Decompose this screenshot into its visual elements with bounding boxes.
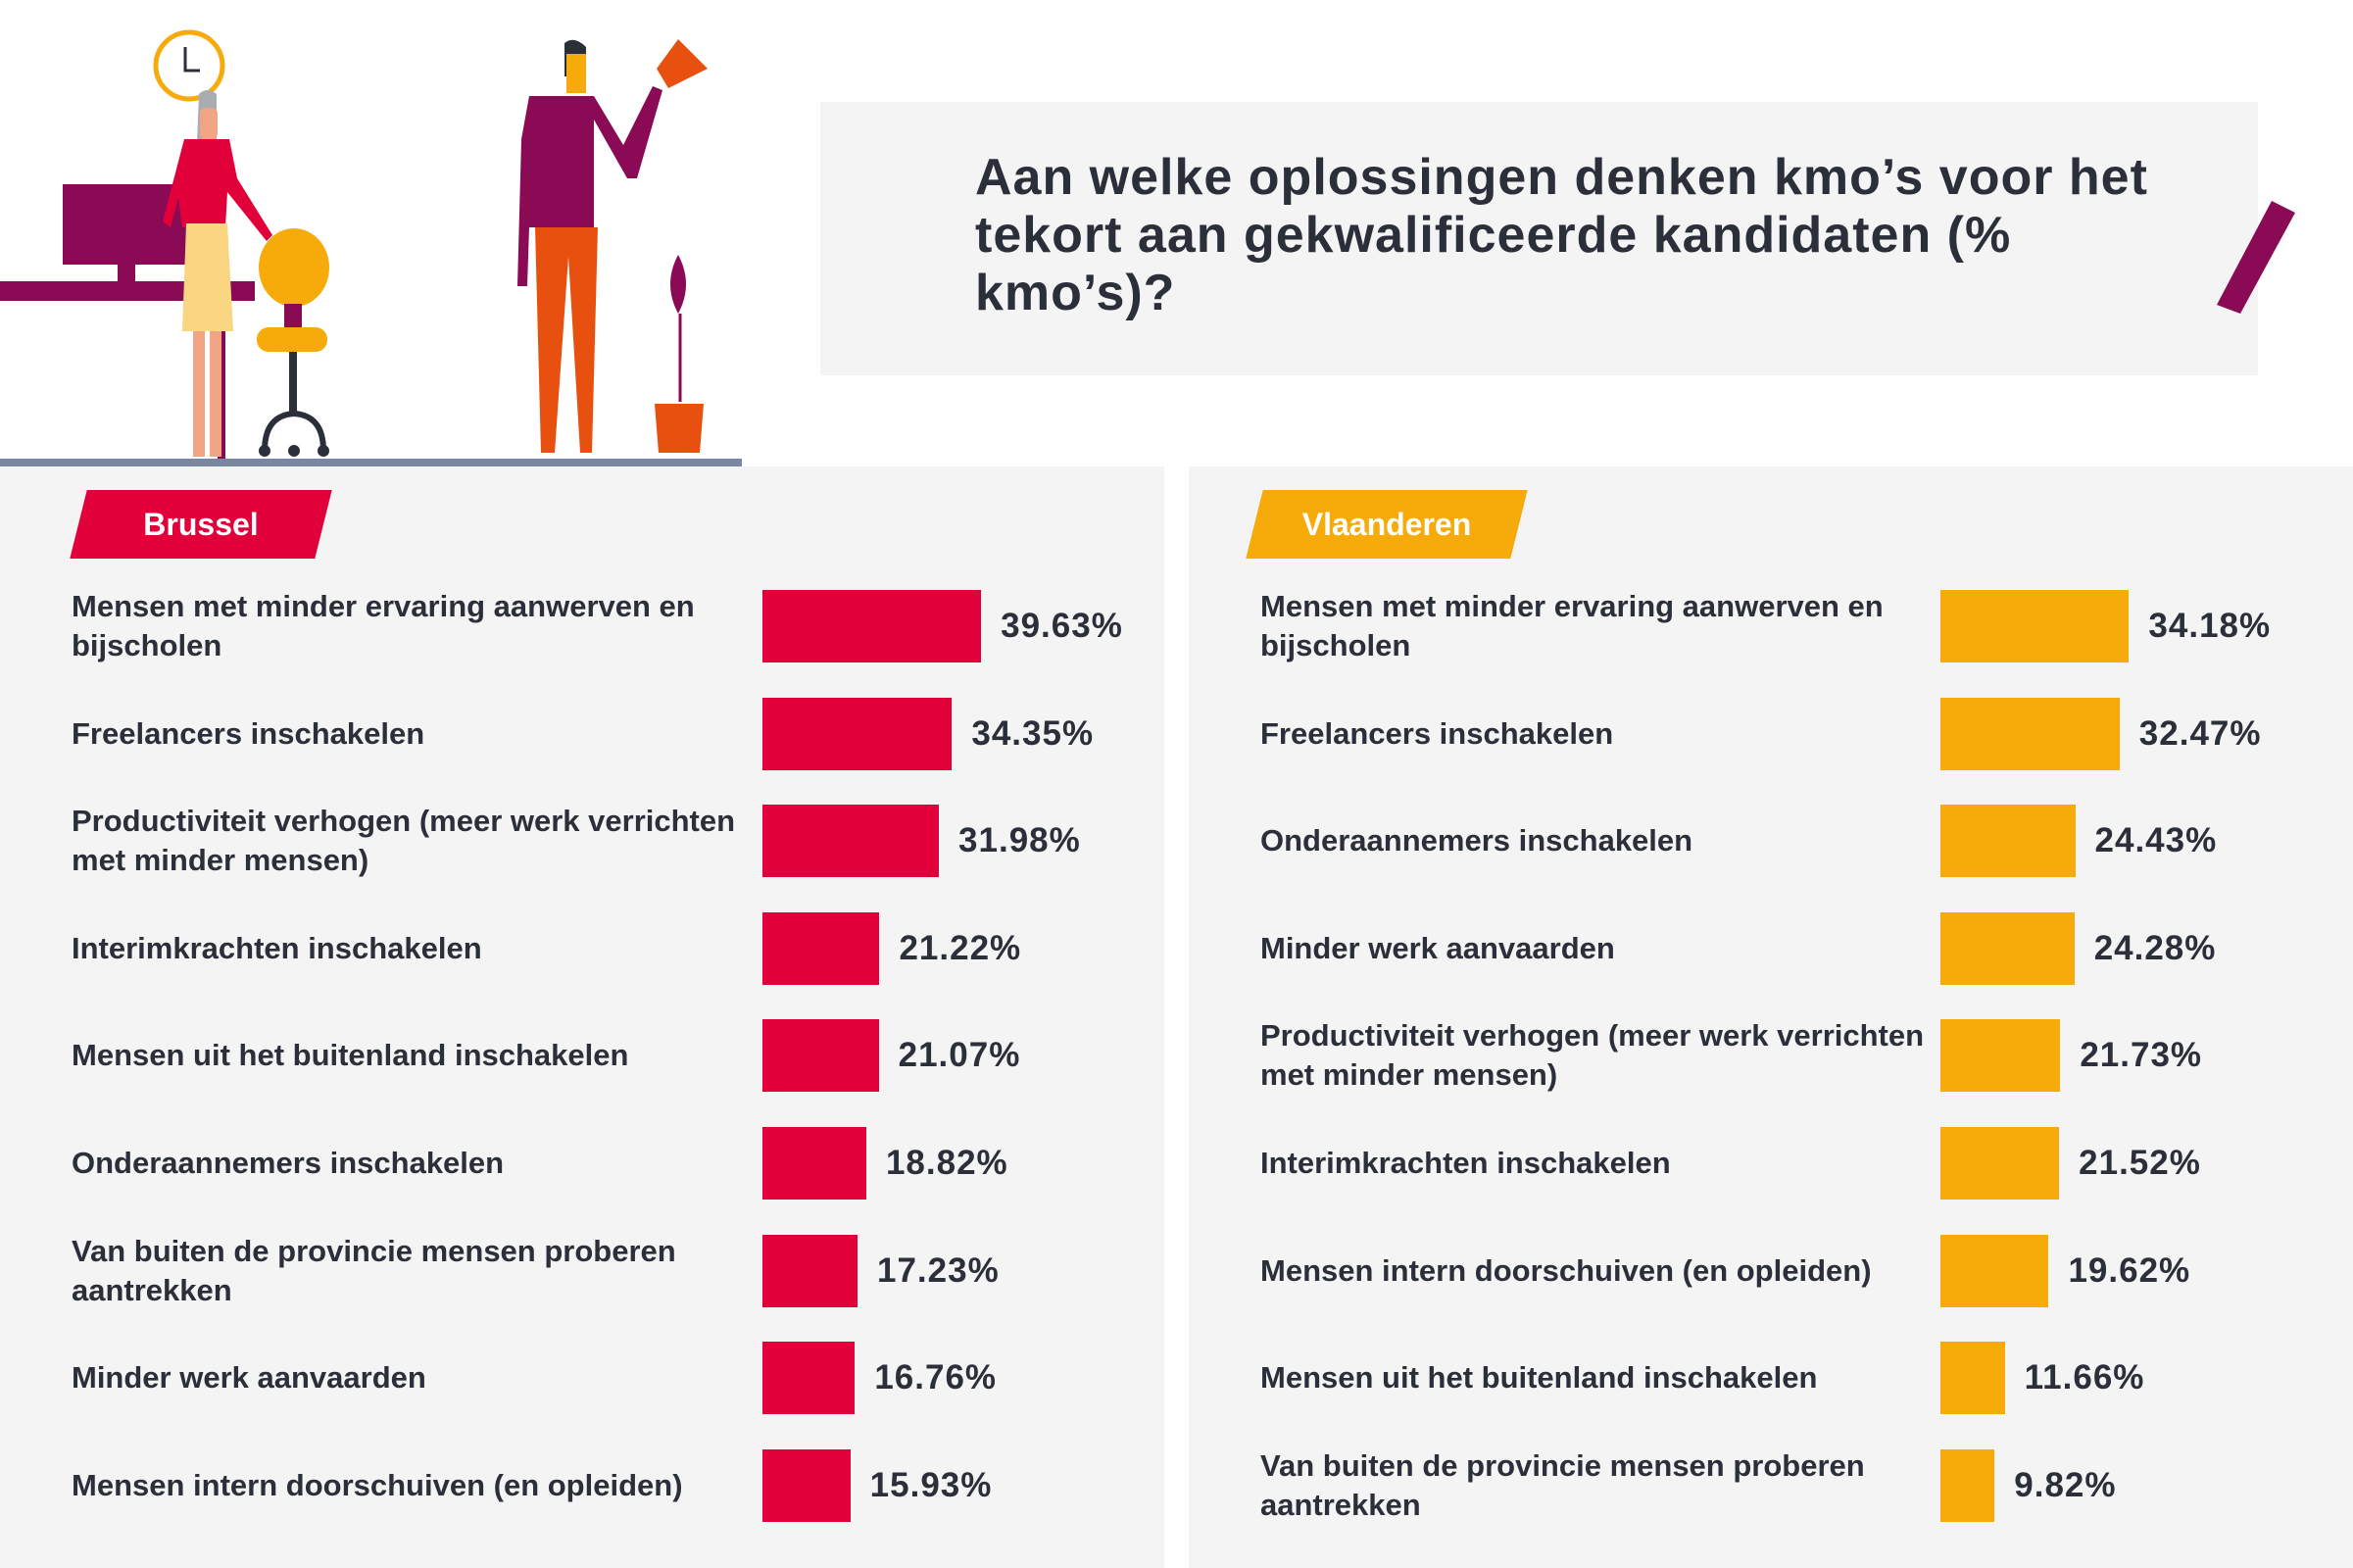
bar-row: Onderaannemers inschakelen 24.43% [1260, 805, 2338, 878]
bar-row: Interimkrachten inschakelen 21.52% [1260, 1127, 2338, 1200]
clock-icon [153, 29, 225, 102]
value-label: 21.22% [899, 928, 1022, 967]
category-label: Mensen intern doorschuiven (en opleiden) [72, 1467, 683, 1502]
bar [1940, 1342, 2005, 1415]
category-label: Interimkrachten inschakelen [72, 930, 482, 965]
bar [1940, 1448, 1995, 1522]
vlaanderen-tag-label: Vlaanderen [1301, 506, 1472, 542]
bar-row: Van buiten de provincie mensen proberen … [72, 1233, 1150, 1307]
bar [1940, 590, 2130, 662]
bar [1940, 1019, 2061, 1093]
office-illustration [0, 29, 742, 466]
bar [1940, 1234, 2049, 1307]
bar-row: Mensen met minder ervaring aanwerven en … [1260, 589, 2338, 662]
bar-row: Freelancers inschakelen 32.47% [1260, 697, 2338, 770]
bar-row: Onderaannemers inschakelen 18.82% [72, 1127, 1150, 1200]
bar-row: Freelancers inschakelen 34.35% [72, 697, 1150, 770]
bar [762, 1234, 858, 1307]
chair [257, 228, 329, 457]
bar [762, 590, 982, 662]
bar-row: Mensen intern doorschuiven (en opleiden)… [1260, 1234, 2338, 1307]
value-label: 39.63% [1001, 607, 1123, 645]
bar [1940, 805, 2076, 878]
bar-row: Productiviteit verhogen (meer werk verri… [72, 804, 1150, 878]
bar [762, 1342, 856, 1415]
value-label: 34.18% [2148, 607, 2272, 645]
value-label: 24.43% [2094, 821, 2218, 860]
bar-row: Mensen met minder ervaring aanwerven en … [72, 589, 1150, 662]
chart-title: Aan welke oplossingen denken kmo’s voor … [975, 149, 2148, 321]
bar [762, 911, 880, 985]
brussel-tag: Brussel [78, 490, 323, 559]
category-label: Mensen met minder ervaring aanwerven en … [1260, 589, 1884, 662]
value-label: 34.35% [971, 713, 1095, 753]
bar [762, 1127, 866, 1200]
bar-row: Van buiten de provincie mensen proberen … [1260, 1447, 2338, 1522]
bar-row: Mensen uit het buitenland inschakelen 21.… [72, 1019, 1150, 1093]
vlaanderen-tag: Vlaanderen [1254, 490, 1519, 559]
category-label: Mensen intern doorschuiven (en opleiden) [1260, 1252, 1872, 1288]
value-label: 21.73% [2080, 1036, 2203, 1075]
category-label: Minder werk aanvaarden [1260, 930, 1615, 965]
category-label: Onderaannemers inschakelen [72, 1146, 505, 1180]
woman-figure [163, 90, 272, 457]
category-label: Productiviteit verhogen (meer werk verri… [72, 804, 736, 878]
bar-row: Minder werk aanvaarden 16.76% [72, 1342, 1150, 1415]
value-label: 16.76% [874, 1358, 998, 1397]
category-label: Van buiten de provincie mensen proberen … [1260, 1447, 1865, 1522]
bar-row: Productiviteit verhogen (meer werk verri… [1260, 1018, 2338, 1093]
value-label: 17.23% [877, 1250, 1000, 1290]
bar [762, 805, 940, 878]
category-label: Freelancers inschakelen [1260, 715, 1614, 751]
bar [762, 697, 953, 770]
value-label: 15.93% [869, 1465, 993, 1504]
value-label: 19.62% [2068, 1250, 2191, 1290]
value-label: 18.82% [885, 1144, 1008, 1182]
floor-line [0, 459, 742, 466]
value-label: 9.82% [2014, 1465, 2117, 1504]
brussel-tag-label: Brussel [143, 506, 259, 542]
vlaanderen-panel: Vlaanderen Mensen met minder ervaring aa… [1189, 466, 2353, 1568]
category-label: Onderaannemers inschakelen [1260, 823, 1693, 858]
bar [762, 1448, 851, 1522]
category-label: Mensen uit het buitenland inschakelen [1260, 1360, 1818, 1396]
brussel-panel: Brussel Mensen met minder ervaring aanwe… [0, 466, 1164, 1568]
value-label: 24.28% [2093, 928, 2217, 967]
bar [1940, 911, 2075, 985]
value-label: 31.98% [958, 821, 1081, 860]
category-label: Van buiten de provincie mensen proberen … [72, 1233, 676, 1307]
category-label: Productiviteit verhogen (meer werk verri… [1260, 1018, 1925, 1093]
value-label: 21.07% [898, 1036, 1021, 1075]
category-label: Mensen uit het buitenland inschakelen [72, 1038, 629, 1073]
accent-slash [2217, 201, 2295, 314]
value-label: 11.66% [2024, 1358, 2145, 1397]
bar-row: Minder werk aanvaarden 24.28% [1260, 911, 2338, 985]
bar-row: Mensen intern doorschuiven (en opleiden)… [72, 1448, 1150, 1522]
title-box: Aan welke oplossingen denken kmo’s voor … [820, 102, 2258, 375]
value-label: 32.47% [2138, 713, 2262, 753]
category-label: Mensen met minder ervaring aanwerven en … [72, 589, 695, 662]
man-figure [517, 39, 708, 453]
value-label: 21.52% [2079, 1144, 2201, 1182]
bar [1940, 697, 2120, 770]
category-label: Freelancers inschakelen [72, 715, 425, 751]
bar-row: Mensen uit het buitenland inschakelen 11.… [1260, 1342, 2338, 1415]
plant-icon [655, 255, 704, 453]
bar [762, 1019, 879, 1093]
category-label: Interimkrachten inschakelen [1260, 1146, 1671, 1180]
bar-row: Interimkrachten inschakelen 21.22% [72, 911, 1150, 985]
category-label: Minder werk aanvaarden [72, 1360, 426, 1396]
bar [1940, 1127, 2060, 1200]
